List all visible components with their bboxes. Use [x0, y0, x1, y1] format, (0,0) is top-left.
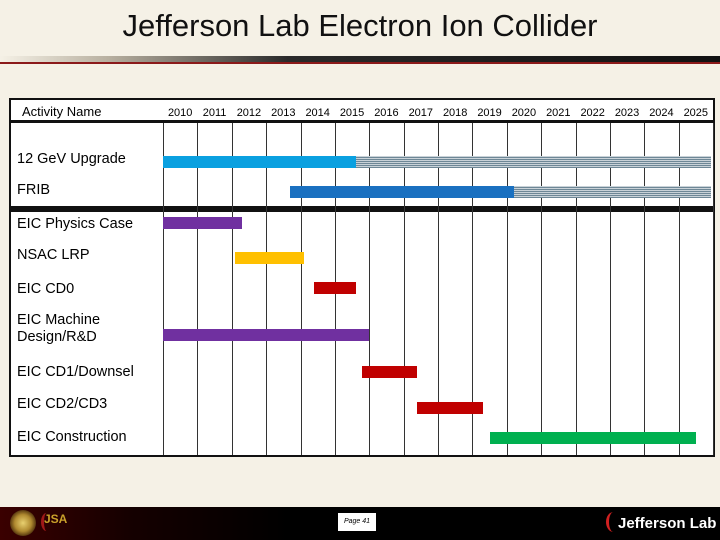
activity-label: EIC CD2/CD3 — [17, 396, 108, 412]
year-gridline — [163, 123, 164, 455]
year-tick-label: 2015 — [339, 107, 365, 119]
section-divider — [9, 206, 715, 212]
activity-bar — [163, 156, 356, 168]
year-gridline — [266, 123, 267, 455]
activity-bar — [163, 217, 243, 229]
activity-bar — [314, 282, 356, 294]
year-gridline — [438, 123, 439, 455]
year-tick-label: 2013 — [271, 107, 296, 119]
title-divider — [0, 56, 720, 62]
year-gridline — [713, 123, 714, 455]
activity-bar — [362, 366, 418, 378]
activity-continuation-bar — [513, 186, 711, 198]
activity-continuation-bar — [355, 156, 711, 168]
activity-bar — [235, 252, 304, 264]
activity-label: EIC Machine Design/R&D — [17, 312, 101, 345]
activity-bar — [290, 186, 514, 198]
activity-label: 12 GeV Upgrade — [17, 151, 126, 167]
year-gridline — [472, 123, 473, 455]
year-gridline — [610, 123, 611, 455]
year-gridline — [507, 123, 508, 455]
year-tick-label: 2024 — [649, 107, 674, 119]
activity-name-header: Activity Name — [22, 104, 102, 119]
activity-bar — [489, 432, 696, 444]
header-divider — [9, 120, 715, 123]
doe-seal-icon — [10, 510, 36, 536]
year-tick-label: 2016 — [374, 107, 399, 119]
year-tick-label: 2023 — [614, 107, 640, 119]
activity-label: EIC Physics Case — [17, 216, 134, 232]
page-number: Page 41 — [338, 513, 376, 531]
year-gridline — [576, 123, 577, 455]
activity-label: FRIB — [17, 182, 51, 198]
year-gridline — [404, 123, 405, 455]
activity-bar — [417, 402, 483, 414]
jefferson-lab-logo: Jefferson Lab — [618, 515, 717, 532]
year-tick-label: 2021 — [546, 107, 571, 119]
title-divider-accent — [0, 62, 720, 64]
year-tick-label: 2014 — [305, 107, 330, 119]
page-title: Jefferson Lab Electron Ion Collider — [122, 8, 598, 43]
year-gridline — [679, 123, 680, 455]
year-tick-label: 2020 — [511, 107, 537, 119]
year-tick-label: 2011 — [202, 107, 227, 119]
year-gridline — [232, 123, 233, 455]
year-gridline — [369, 123, 370, 455]
jefferson-lab-swoosh-icon — [606, 512, 621, 532]
year-tick-label: 2025 — [683, 107, 709, 119]
activity-label: EIC CD0 — [17, 281, 75, 297]
year-gridline — [301, 123, 302, 455]
activity-label: EIC CD1/Downsel — [17, 364, 134, 380]
year-tick-label: 2022 — [580, 107, 605, 119]
year-tick-label: 2012 — [236, 107, 262, 119]
year-tick-label: 2018 — [442, 107, 468, 119]
year-tick-label: 2019 — [477, 107, 502, 119]
year-gridline — [541, 123, 542, 455]
activity-label: EIC Construction — [17, 429, 127, 445]
jsa-logo: JSA — [44, 512, 68, 526]
year-tick-label: 2017 — [408, 107, 434, 119]
year-gridline — [644, 123, 645, 455]
year-gridline — [197, 123, 198, 455]
year-tick-label: 2010 — [167, 107, 193, 119]
activity-label: NSAC LRP — [17, 247, 90, 263]
jsa-swoosh-icon — [41, 513, 52, 531]
activity-bar — [163, 329, 370, 341]
